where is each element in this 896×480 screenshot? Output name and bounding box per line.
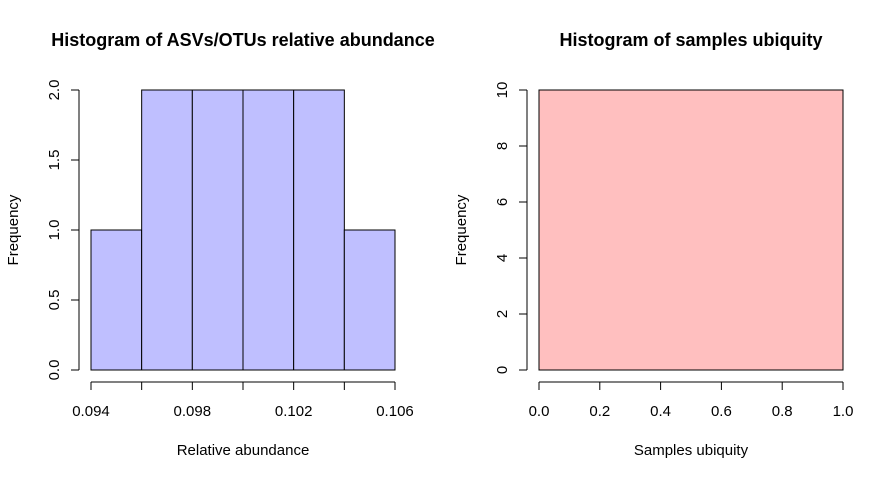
- abundance-x-tick-label: 0.098: [174, 403, 212, 420]
- ubiquity-x-axis-label: Samples ubiquity: [634, 442, 749, 459]
- ubiquity-x-tick-label: 0.0: [529, 403, 550, 420]
- ubiquity-x-axis: 0.0 0.2 0.4 0.6 0.8 1.0: [529, 381, 854, 420]
- abundance-x-tick-label: 0.094: [72, 403, 110, 420]
- abundance-y-axis: 0.0 0.5 1.0 1.5 2.0: [46, 80, 80, 381]
- abundance-bar-5: [343, 229, 396, 371]
- ubiquity-y-axis-label: Frequency: [453, 194, 470, 265]
- ubiquity-x-tick-label: 0.2: [589, 403, 610, 420]
- abundance-x-tick-label: 0.102: [275, 403, 313, 420]
- ubiquity-bars: [538, 89, 844, 371]
- abundance-x-tick-label: 0.106: [376, 403, 414, 420]
- ubiquity-histogram: Histogram of samples ubiquity Samples ub…: [453, 30, 853, 459]
- abundance-y-tick-label: 0.0: [46, 360, 63, 381]
- abundance-y-tick-label: 1.0: [46, 220, 63, 241]
- ubiquity-y-tick-label: 10: [494, 82, 511, 99]
- ubiquity-y-axis: 0 2 4 6 8 10: [494, 82, 528, 374]
- ubiquity-y-tick-label: 2: [494, 310, 511, 318]
- abundance-y-tick-label: 0.5: [46, 290, 63, 311]
- abundance-bars: [90, 89, 396, 371]
- ubiquity-x-tick-label: 0.4: [650, 403, 671, 420]
- abundance-bar-1: [141, 89, 193, 371]
- ubiquity-x-tick-label: 1.0: [833, 403, 854, 420]
- ubiquity-x-tick-label: 0.8: [772, 403, 793, 420]
- ubiquity-x-tick-label: 0.6: [711, 403, 732, 420]
- abundance-x-axis-label: Relative abundance: [177, 442, 310, 459]
- ubiquity-y-tick-label: 0: [494, 366, 511, 374]
- abundance-bar-3: [242, 89, 295, 371]
- ubiquity-bar-0: [538, 89, 844, 371]
- abundance-x-axis: 0.094 0.098 0.102 0.106: [72, 381, 414, 420]
- ubiquity-y-tick-label: 8: [494, 142, 511, 150]
- abundance-y-axis-label: Frequency: [5, 194, 22, 265]
- abundance-y-tick-label: 1.5: [46, 150, 63, 171]
- abundance-bar-0: [90, 229, 143, 371]
- abundance-bar-4: [293, 89, 345, 371]
- abundance-bar-2: [191, 89, 244, 371]
- ubiquity-y-tick-label: 6: [494, 198, 511, 206]
- abundance-histogram: Histogram of ASVs/OTUs relative abundanc…: [5, 30, 435, 459]
- ubiquity-y-tick-label: 4: [494, 254, 511, 262]
- abundance-y-tick-label: 2.0: [46, 80, 63, 101]
- abundance-chart-title: Histogram of ASVs/OTUs relative abundanc…: [51, 30, 434, 50]
- ubiquity-chart-title: Histogram of samples ubiquity: [559, 30, 822, 50]
